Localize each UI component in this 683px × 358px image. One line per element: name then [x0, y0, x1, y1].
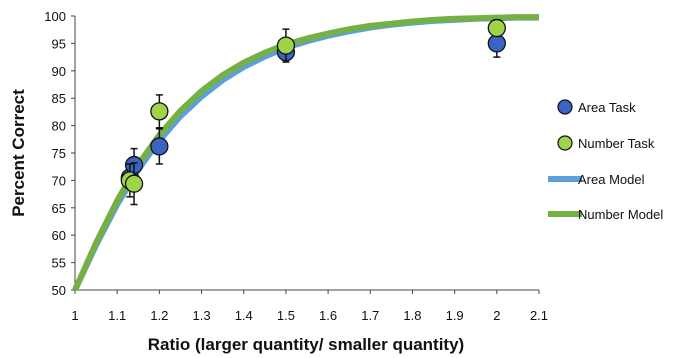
x-tick-label: 1.6 [319, 308, 337, 323]
legend-marker-number-task [557, 135, 573, 151]
legend-marker-area-task [557, 99, 573, 115]
x-tick-label: 2.1 [530, 308, 548, 323]
legend-label-area-task: Area Task [578, 100, 636, 115]
data-point-number-task [150, 102, 169, 121]
y-tick-label: 55 [52, 256, 66, 271]
y-tick-label: 70 [52, 173, 66, 188]
y-axis-title: Percent Correct [9, 89, 28, 217]
x-tick-label: 1.8 [403, 308, 421, 323]
legend: Area Task Number Task Area Model Number Mod… [548, 99, 663, 222]
y-tick-label: 100 [44, 9, 66, 24]
y-tick-label: 80 [52, 119, 66, 134]
data-point-number-task [276, 36, 296, 55]
x-tick-label: 1 [71, 308, 78, 323]
legend-label-number-model: Number Model [578, 207, 663, 222]
y-tick-label: 65 [52, 201, 66, 216]
y-tick-label: 90 [52, 64, 66, 79]
x-tick-label: 1.2 [150, 308, 168, 323]
model-lines [72, 14, 539, 292]
x-tick-label: 1.3 [193, 308, 211, 323]
y-tick-label: 85 [52, 91, 66, 106]
x-tick-label: 2 [493, 308, 500, 323]
y-tick-label: 50 [52, 283, 66, 298]
series-line-number-model [72, 14, 539, 292]
data-point-area-task [487, 34, 506, 53]
axes: 50 55 60 65 70 75 80 85 90 95 100 1 1.1 1.2 1.3 1.4 1.5 1… [44, 9, 548, 323]
x-tick-label: 1.4 [235, 308, 253, 323]
y-tick-label: 60 [52, 228, 66, 243]
data-point-number-task [487, 18, 506, 38]
data-point-area-task [150, 137, 169, 156]
x-tick-label: 1.7 [361, 308, 379, 323]
x-tick-label: 1.1 [108, 308, 126, 323]
x-axis-title: Ratio (larger quantity/ smaller quantity… [148, 335, 464, 354]
x-tick-label: 1.9 [446, 308, 464, 323]
data-point-number-task [124, 174, 144, 193]
x-tick-label: 1.5 [277, 308, 295, 323]
legend-label-number-task: Number Task [578, 136, 655, 151]
data-points [120, 18, 506, 206]
y-tick-label: 95 [52, 36, 66, 51]
legend-label-area-model: Area Model [578, 172, 645, 187]
y-tick-label: 75 [52, 146, 66, 161]
